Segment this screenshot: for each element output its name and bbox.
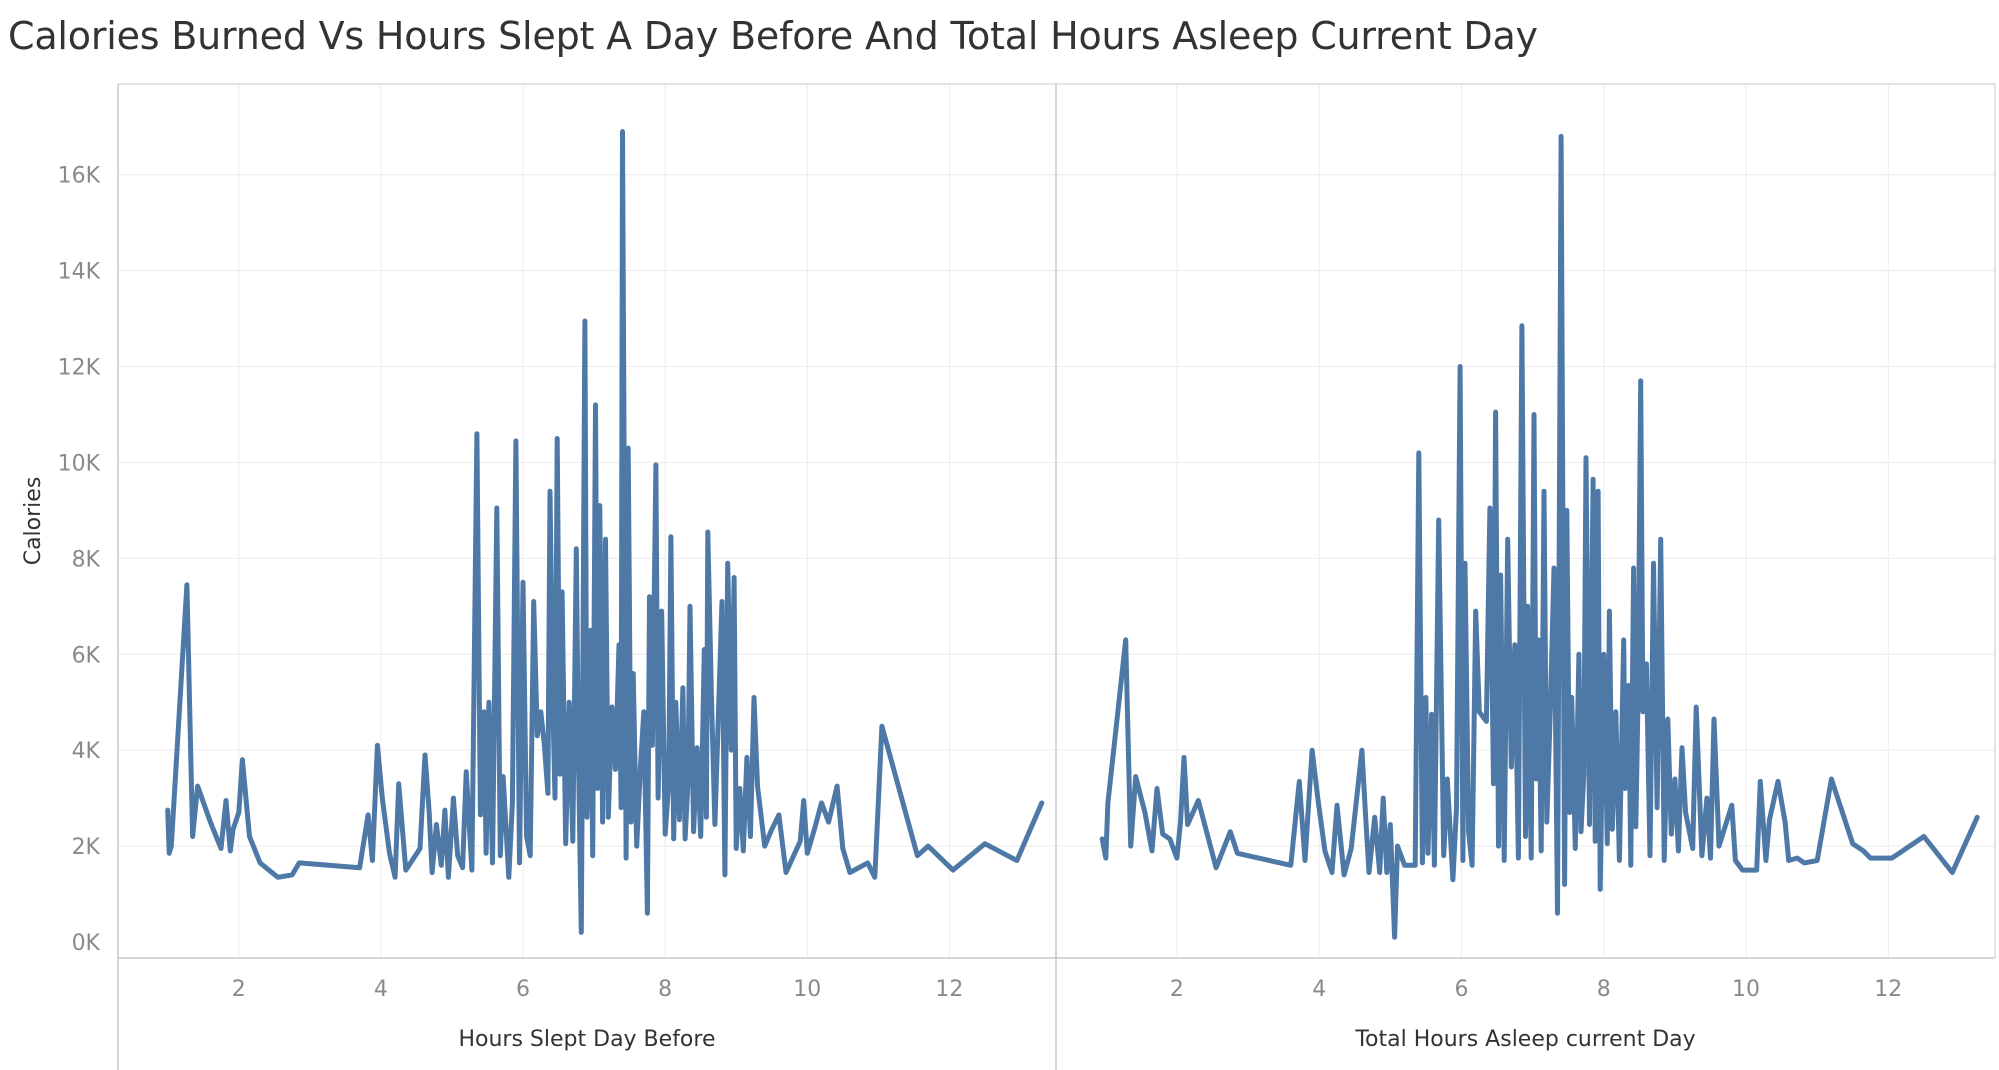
- y-tick-label: 10K: [58, 451, 101, 476]
- x-tick-label: 2: [1170, 977, 1184, 1002]
- x-tick-label: 8: [658, 977, 672, 1002]
- x-tick-label: 12: [1874, 977, 1902, 1002]
- x-tick-label: 6: [516, 977, 530, 1002]
- y-tick-label: 4K: [72, 739, 101, 764]
- y-tick-label: 0K: [72, 931, 101, 956]
- chart-title: Calories Burned Vs Hours Slept A Day Bef…: [8, 14, 1538, 58]
- x-tick-label: 10: [1732, 977, 1760, 1002]
- series-line: [165, 129, 1045, 935]
- x-tick-label: 12: [935, 977, 963, 1002]
- chart-frame: [117, 83, 1996, 1070]
- x-axis-title: Total Hours Asleep current Day: [1354, 1027, 1695, 1052]
- y-tick-label: 2K: [72, 835, 101, 860]
- x-tick-label: 8: [1597, 977, 1611, 1002]
- left-panel: 0K 2K 4K 6K 8K 10K 12K 14K 16K 2 4 6 8 10 12 Hours Slep…: [21, 84, 1056, 1052]
- y-tick-label: 8K: [72, 547, 101, 572]
- x-axis-title: Hours Slept Day Before: [458, 1027, 715, 1052]
- series-line: [1099, 133, 1980, 940]
- y-tick-label: 16K: [58, 164, 101, 189]
- x-tick-label: 4: [1312, 977, 1326, 1002]
- y-tick-label: 12K: [58, 356, 101, 381]
- y-tick-label: 14K: [58, 260, 101, 285]
- x-tick-label: 4: [374, 977, 388, 1002]
- y-tick-label: 6K: [72, 643, 101, 668]
- right-panel: 2 4 6 8 10 12 Total Hours Asleep current Day: [1056, 84, 1995, 1052]
- x-tick-label: 6: [1454, 977, 1468, 1002]
- y-axis-title: Calories: [21, 477, 46, 566]
- x-tick-label: 2: [232, 977, 246, 1002]
- x-tick-label: 10: [793, 977, 821, 1002]
